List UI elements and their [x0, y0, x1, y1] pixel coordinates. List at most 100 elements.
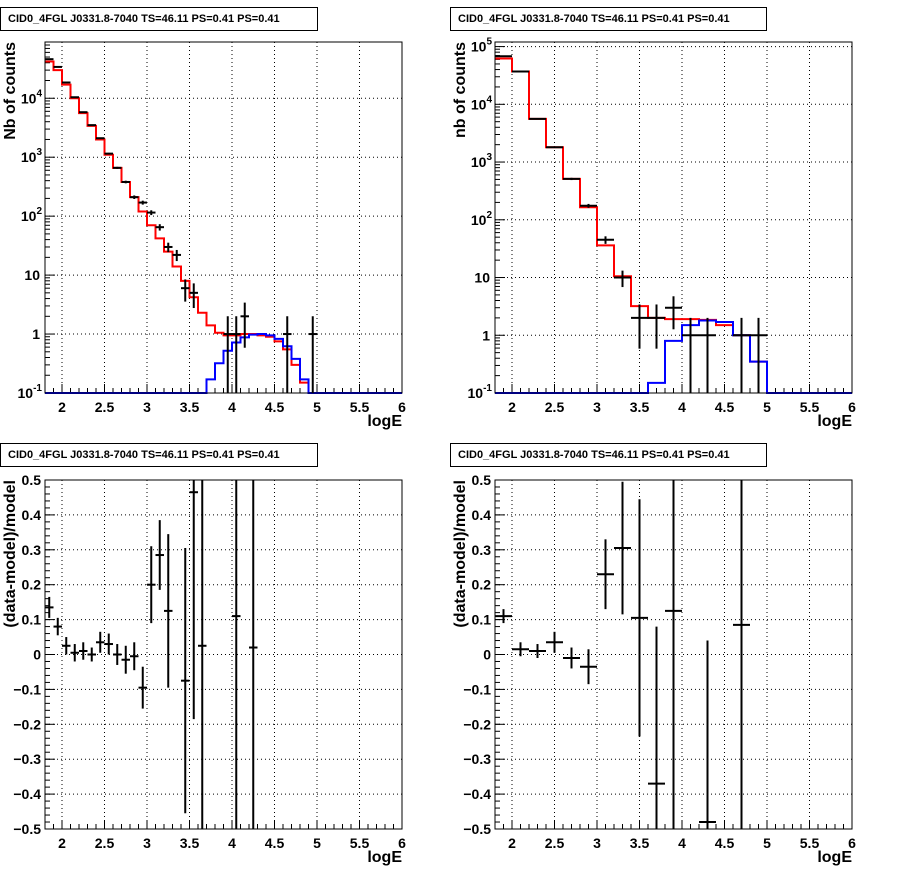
x-tick-label: 2.5 [95, 399, 115, 415]
residual-point [648, 626, 665, 829]
x-tick-label: 2.5 [95, 835, 115, 851]
residual-point [130, 642, 139, 671]
data-point [733, 317, 750, 393]
y-tick-label: 10-1 [18, 383, 43, 401]
data-point [648, 304, 665, 349]
x-tick-label: 3.5 [180, 835, 200, 851]
residual-point [597, 539, 614, 610]
x-tick-label: 5.5 [350, 399, 370, 415]
data-point [614, 270, 631, 288]
data-point [138, 200, 147, 205]
x-tick-label: 2.5 [545, 835, 565, 851]
data-point [172, 249, 181, 262]
y-tick-label: 0.1 [22, 612, 42, 628]
data-point [87, 124, 96, 127]
data-point [580, 203, 597, 208]
residual-point [138, 666, 147, 709]
x-tick-label: 5.5 [800, 399, 820, 415]
x-tick-label: 6 [848, 835, 856, 851]
x-tick-label: 4.5 [715, 835, 735, 851]
residual-point [512, 642, 529, 657]
x-tick-label: 2 [508, 835, 516, 851]
y-tick-label: 10-1 [468, 383, 493, 401]
y-tick-label: 0.1 [472, 612, 492, 628]
y-tick-label: −0.5 [13, 821, 41, 837]
y-tick-label: 105 [471, 37, 493, 55]
panel-title-3: CID0_4FGL J0331.8-7040 TS=46.11 PS=0.41 … [0, 443, 318, 467]
y-tick-label: −0.2 [13, 716, 41, 732]
x-tick-label: 6 [848, 399, 856, 415]
y-tick-label: 0.5 [472, 472, 492, 488]
residual-point [580, 649, 597, 685]
x-tick-label: 3.5 [630, 399, 650, 415]
residual-point [198, 480, 207, 829]
y-tick-label: −0.4 [13, 786, 41, 802]
y-tick-label: −0.2 [463, 716, 491, 732]
y-tick-label: 10 [24, 267, 40, 283]
data-point [283, 316, 292, 393]
residual-point [121, 645, 130, 674]
residual-point [62, 637, 71, 655]
y-tick-label: −0.1 [463, 681, 491, 697]
residual-point [733, 480, 750, 829]
y-tick-label: 0.3 [472, 542, 492, 558]
x-tick-label: 6 [398, 399, 406, 415]
y-tick-label: 1 [32, 326, 40, 342]
residual-point [232, 480, 241, 829]
residual-point [546, 631, 563, 653]
model-source-line [495, 319, 852, 394]
y-tick-label: −0.5 [463, 821, 491, 837]
data-point [563, 177, 580, 181]
x-axis-label: logE [367, 413, 402, 430]
data-point [155, 224, 164, 231]
residual-point [665, 480, 682, 829]
x-tick-label: 2.5 [545, 399, 565, 415]
x-axis-label: logE [817, 413, 852, 430]
panel-4: 2 2.5 3 3.5 4 4.5 5 5.5 6 −0.5 −0.4 −0.3 −0.2 −0.1 0 0.… [452, 472, 856, 866]
residual-point [87, 647, 96, 662]
data-point [147, 210, 156, 216]
y-tick-label: 102 [21, 206, 43, 224]
x-tick-label: 4.5 [265, 835, 285, 851]
data-point [96, 137, 105, 140]
y-tick-label: −0.3 [463, 751, 491, 767]
residual-point [495, 609, 512, 624]
panel-2: 2 2.5 3 3.5 4 4.5 5 5.5 6 10-1 1 10 102 103 104 105 logE… [452, 37, 856, 430]
y-tick-label: 103 [21, 147, 43, 165]
x-tick-label: 3 [593, 835, 601, 851]
data-point [104, 152, 113, 155]
residual-point [164, 534, 173, 688]
model-total-line [495, 57, 852, 394]
x-tick-label: 3.5 [630, 835, 650, 851]
data-point [164, 242, 173, 253]
y-tick-label: 104 [21, 88, 43, 106]
y-tick-label: 102 [471, 210, 493, 228]
y-tick-label: −0.4 [463, 786, 491, 802]
x-tick-label: 2 [58, 399, 66, 415]
residual-point [155, 520, 164, 590]
plot-frame [494, 41, 853, 394]
residual-point [631, 499, 648, 737]
x-tick-label: 4 [228, 399, 236, 415]
residual-point [529, 644, 546, 658]
residual-point [113, 644, 122, 665]
model-total-line [45, 60, 402, 394]
y-tick-label: 0.4 [472, 507, 492, 523]
data-point [232, 316, 241, 393]
x-tick-label: 3 [143, 835, 151, 851]
y-tick-label: 0.2 [472, 577, 492, 593]
data-point [240, 302, 249, 348]
data-point [189, 283, 198, 309]
panel-3: 2 2.5 3 3.5 4 4.5 5 5.5 6 −0.5 −0.4 −0.3 −0.2 −0.1 0 0.… [2, 472, 406, 866]
data-point [750, 317, 767, 393]
y-tick-label: 0 [483, 647, 491, 663]
data-point [308, 316, 317, 393]
data-point [79, 111, 88, 114]
residual-point [699, 640, 716, 829]
residual-point [79, 642, 88, 660]
x-tick-label: 4 [678, 835, 686, 851]
y-tick-label: 103 [471, 152, 493, 170]
y-tick-label: −0.3 [13, 751, 41, 767]
residual-point [189, 480, 198, 720]
data-point [113, 166, 122, 169]
